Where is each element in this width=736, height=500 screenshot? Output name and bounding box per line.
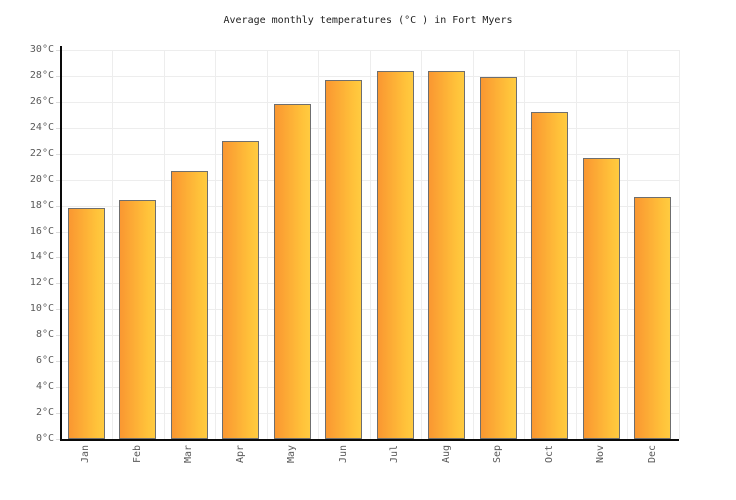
- temperature-bar-jun: [325, 79, 363, 439]
- y-axis-label: 6°C: [35, 355, 54, 367]
- gridline-vertical: [678, 50, 680, 439]
- gridline-vertical: [421, 50, 422, 439]
- y-axis-tick: [55, 257, 61, 259]
- x-axis-label-jul: Jul: [389, 444, 401, 463]
- gridline-vertical: [112, 50, 113, 439]
- gridline-vertical: [627, 50, 628, 439]
- x-axis-label-jan: Jan: [80, 444, 92, 463]
- y-axis-label: 14°C: [29, 251, 54, 263]
- temperature-bar-jan: [67, 208, 105, 439]
- y-axis-tick: [55, 101, 61, 103]
- temperature-bar-nov: [582, 157, 620, 439]
- y-axis-tick: [55, 127, 61, 129]
- temperature-bar-dec: [634, 196, 672, 439]
- x-axis-label-apr: Apr: [234, 444, 246, 463]
- chart-title: Average monthly temperatures (°C ) in Fo…: [223, 15, 513, 26]
- y-axis-label: 24°C: [29, 121, 54, 133]
- y-axis-tick: [55, 439, 61, 440]
- y-axis-label: 2°C: [35, 407, 54, 419]
- y-axis-tick: [55, 75, 61, 77]
- y-axis-tick: [55, 153, 61, 155]
- gridline-vertical: [575, 50, 577, 439]
- gridline-vertical: [215, 50, 216, 439]
- x-axis-label-dec: Dec: [646, 444, 658, 463]
- y-axis-label: 18°C: [29, 199, 54, 211]
- y-axis-tick: [55, 179, 61, 181]
- y-axis-label: 16°C: [29, 225, 54, 237]
- temperature-bar-jul: [376, 70, 414, 439]
- temperature-bar-oct: [531, 112, 569, 439]
- x-axis-label-aug: Aug: [440, 444, 452, 463]
- y-axis-tick: [55, 205, 61, 207]
- y-axis-line: [59, 46, 62, 440]
- y-axis-tick: [55, 413, 61, 415]
- temperature-bar-apr: [222, 140, 260, 439]
- gridline-vertical: [472, 50, 474, 439]
- temperature-bar-sep: [479, 77, 517, 439]
- gridline-vertical: [318, 50, 319, 439]
- x-axis-line: [59, 439, 679, 441]
- temperature-bar-feb: [119, 200, 157, 439]
- y-axis-label: 26°C: [29, 95, 54, 107]
- y-axis-label: 12°C: [29, 277, 54, 289]
- y-axis-label: 28°C: [29, 69, 54, 81]
- y-axis-tick: [55, 283, 61, 285]
- y-axis-label: 8°C: [35, 329, 54, 341]
- gridline-vertical: [524, 50, 525, 439]
- y-axis-tick: [55, 361, 61, 363]
- y-axis-label: 10°C: [29, 303, 54, 315]
- y-axis-label: 20°C: [29, 173, 54, 185]
- x-axis-label-jun: Jun: [337, 444, 349, 463]
- x-axis-label-feb: Feb: [131, 444, 143, 463]
- x-axis-label-sep: Sep: [492, 444, 504, 463]
- y-axis-label: 4°C: [35, 381, 54, 393]
- y-axis-tick: [55, 50, 61, 51]
- y-axis-label: 30°C: [29, 44, 54, 55]
- y-axis-tick: [55, 231, 61, 233]
- y-axis-label: 0°C: [35, 433, 54, 444]
- temperature-bar-may: [273, 104, 311, 439]
- y-axis-label: 22°C: [29, 147, 54, 159]
- x-axis-label-nov: Nov: [595, 444, 607, 463]
- y-axis-tick: [55, 335, 61, 337]
- temperature-bar-aug: [428, 70, 466, 439]
- gridline-vertical: [163, 50, 165, 439]
- y-axis-tick: [55, 309, 61, 311]
- x-axis-label-oct: Oct: [543, 444, 555, 463]
- y-axis-tick: [55, 387, 61, 389]
- x-axis-label-mar: Mar: [183, 444, 195, 463]
- gridline-vertical: [266, 50, 268, 439]
- gridline-vertical: [369, 50, 371, 439]
- x-axis-label-may: May: [286, 444, 298, 463]
- temperature-bar-mar: [170, 170, 208, 439]
